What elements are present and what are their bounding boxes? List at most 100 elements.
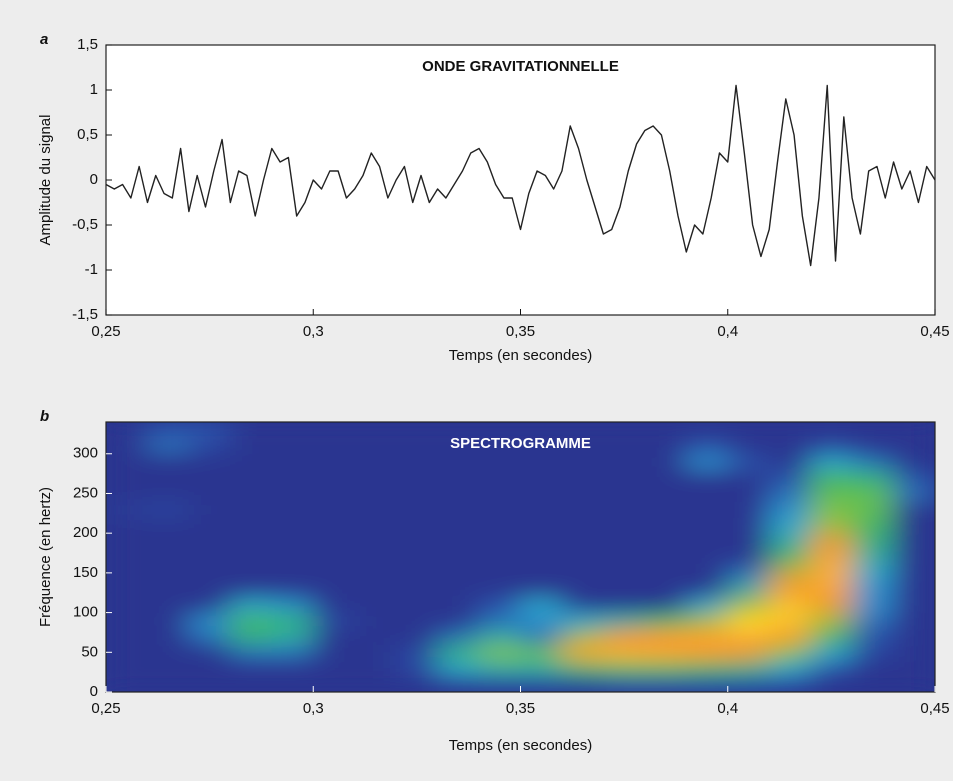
- x-tick-label: 0,3: [303, 700, 324, 717]
- y-tick-label: -1: [85, 261, 98, 278]
- cell: [188, 422, 231, 439]
- cell: [106, 548, 148, 566]
- cell: [810, 469, 853, 487]
- cell: [851, 643, 895, 661]
- cell: [685, 564, 729, 582]
- cell: [602, 627, 646, 645]
- cell: [478, 643, 521, 661]
- chart-title: ONDE GRAVITATIONNELLE: [422, 58, 619, 75]
- cell: [644, 453, 687, 471]
- cell: [106, 580, 148, 598]
- cell: [271, 485, 314, 502]
- cell: [768, 453, 812, 471]
- cell: [146, 643, 190, 661]
- cell: [727, 532, 770, 550]
- cell: [106, 659, 148, 677]
- cell: [354, 469, 397, 487]
- cell: [561, 643, 604, 661]
- cell: [768, 532, 812, 550]
- cell: [188, 500, 231, 518]
- cell: [520, 532, 563, 550]
- cell: [893, 643, 935, 661]
- cell: [810, 437, 853, 455]
- cell: [271, 469, 314, 487]
- cell: [354, 596, 397, 614]
- cell: [810, 564, 853, 582]
- cell: [685, 596, 729, 614]
- cell: [146, 627, 190, 645]
- cell: [146, 580, 190, 598]
- cell: [188, 659, 231, 677]
- cell: [727, 675, 770, 692]
- plot-area: [106, 45, 935, 315]
- cell: [437, 485, 480, 502]
- cell: [271, 580, 314, 598]
- cell: [685, 548, 729, 566]
- cell: [271, 422, 314, 439]
- cell: [271, 437, 314, 455]
- cell: [271, 564, 314, 582]
- cell: [602, 500, 646, 518]
- cell: [810, 485, 853, 502]
- cell: [188, 564, 231, 582]
- cell: [478, 659, 521, 677]
- cell: [685, 516, 729, 534]
- cell: [146, 437, 190, 455]
- cell: [395, 516, 439, 534]
- cell: [312, 612, 356, 629]
- cell: [229, 643, 273, 661]
- cell: [602, 596, 646, 614]
- x-tick-label: 0,25: [91, 700, 120, 717]
- cell: [893, 437, 935, 455]
- cell: [188, 580, 231, 598]
- cell: [561, 548, 604, 566]
- cell: [106, 627, 148, 645]
- cell: [437, 422, 480, 439]
- cell: [768, 675, 812, 692]
- panel-label: b: [40, 408, 49, 425]
- cell: [271, 516, 314, 534]
- cell: [768, 422, 812, 439]
- cell: [478, 469, 521, 487]
- cell: [395, 422, 439, 439]
- cell: [810, 612, 853, 629]
- y-tick-label: 250: [73, 484, 98, 501]
- cell: [851, 596, 895, 614]
- cell: [354, 564, 397, 582]
- cell: [395, 596, 439, 614]
- cell: [602, 548, 646, 566]
- y-tick-label: 50: [81, 643, 98, 660]
- cell: [354, 675, 397, 692]
- cell: [188, 627, 231, 645]
- cell: [312, 675, 356, 692]
- cell: [810, 675, 853, 692]
- cell: [229, 612, 273, 629]
- cell: [312, 437, 356, 455]
- y-tick-label: 0: [90, 683, 98, 700]
- cell: [437, 500, 480, 518]
- cell: [146, 659, 190, 677]
- cell: [685, 627, 729, 645]
- y-tick-label: 150: [73, 564, 98, 581]
- cell: [602, 643, 646, 661]
- cell: [727, 485, 770, 502]
- chart-title: SPECTROGRAMME: [450, 435, 591, 452]
- cell: [768, 627, 812, 645]
- cell: [229, 659, 273, 677]
- x-tick-label: 0,4: [717, 700, 738, 717]
- cell: [478, 453, 521, 471]
- cell: [106, 500, 148, 518]
- cell: [146, 516, 190, 534]
- cell: [395, 500, 439, 518]
- cell: [561, 422, 604, 439]
- cell: [146, 612, 190, 629]
- cell: [893, 564, 935, 582]
- cell: [602, 437, 646, 455]
- cell: [727, 612, 770, 629]
- cell: [354, 612, 397, 629]
- cell: [146, 532, 190, 550]
- cell: [354, 659, 397, 677]
- cell: [146, 469, 190, 487]
- cell: [395, 485, 439, 502]
- cell: [520, 675, 563, 692]
